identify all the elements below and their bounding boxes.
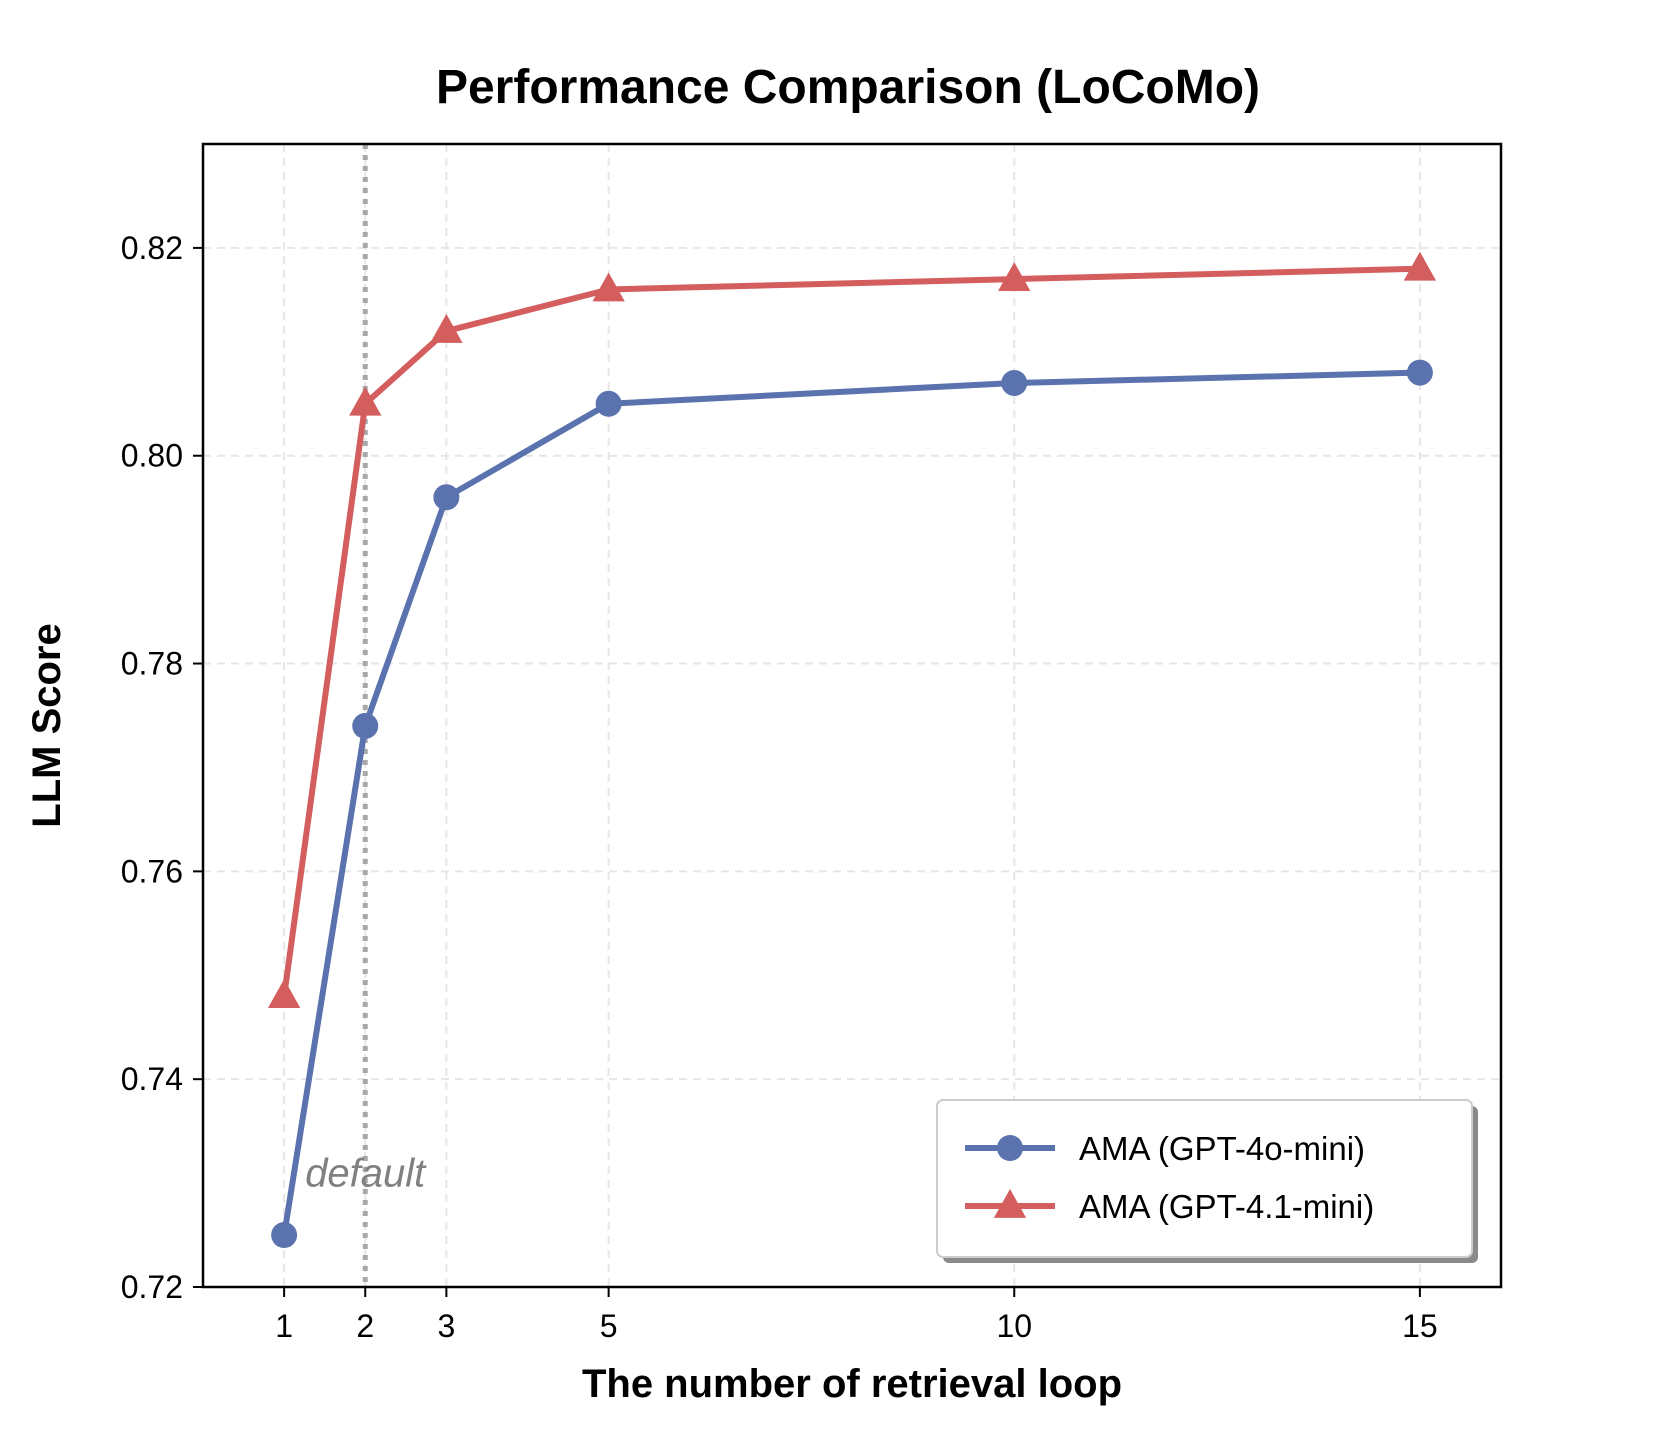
series-1-point xyxy=(352,712,379,739)
x-tick-label: 15 xyxy=(1402,1308,1438,1344)
series-2-point xyxy=(1403,251,1437,281)
legend-marker-2 xyxy=(993,1189,1027,1218)
plot-frame xyxy=(201,142,1503,1289)
series-1-point xyxy=(1406,359,1433,386)
series-1-line xyxy=(281,369,1420,1236)
series-1-point xyxy=(1001,369,1028,396)
y-tick-label: 0.76 xyxy=(121,853,183,889)
series-1-point xyxy=(595,390,622,417)
series-2 xyxy=(267,251,1437,1008)
series-1-point xyxy=(271,1222,298,1249)
series-layer xyxy=(267,251,1437,1249)
legend-label-1: AMA (GPT-4o-mini) xyxy=(1079,1130,1365,1167)
annotation-layer: default xyxy=(305,1152,427,1196)
x-tick-label: 10 xyxy=(996,1308,1032,1344)
x-tick-label: 1 xyxy=(275,1308,293,1344)
y-axis-label: LLM Score xyxy=(25,623,69,827)
legend-box xyxy=(936,1099,1473,1258)
default-annotation: default xyxy=(305,1152,427,1196)
series-2-line xyxy=(281,265,1420,997)
series-1-point xyxy=(433,484,460,511)
y-tick-label: 0.80 xyxy=(121,438,183,474)
series-2-point xyxy=(267,979,301,1008)
y-tick-label: 0.82 xyxy=(121,230,183,266)
legend-marker-1 xyxy=(997,1135,1023,1161)
series-2-point xyxy=(349,386,382,416)
y-tick-label: 0.72 xyxy=(121,1269,183,1305)
series-2-point xyxy=(592,272,625,302)
y-tick-label: 0.78 xyxy=(121,646,183,682)
series-1 xyxy=(271,359,1433,1249)
y-tick-label: 0.74 xyxy=(121,1061,183,1097)
x-axis-label: The number of retrieval loop xyxy=(582,1362,1122,1406)
x-tick-label: 5 xyxy=(600,1308,618,1344)
x-tick-label: 3 xyxy=(437,1308,455,1344)
legend-label-2: AMA (GPT-4.1-mini) xyxy=(1079,1188,1374,1225)
axis-ticks: 1 2 3 5 10 15 0.72 0.74 0.76 0.78 0.80 0.82 xyxy=(121,230,1438,1344)
series-2-point xyxy=(998,262,1031,291)
series-2-point xyxy=(430,314,463,343)
chart-title: Performance Comparison (LoCoMo) xyxy=(436,61,1260,114)
legend: AMA (GPT-4o-mini) AMA (GPT-4.1-mini) xyxy=(936,1099,1478,1263)
x-tick-label: 2 xyxy=(356,1308,374,1344)
